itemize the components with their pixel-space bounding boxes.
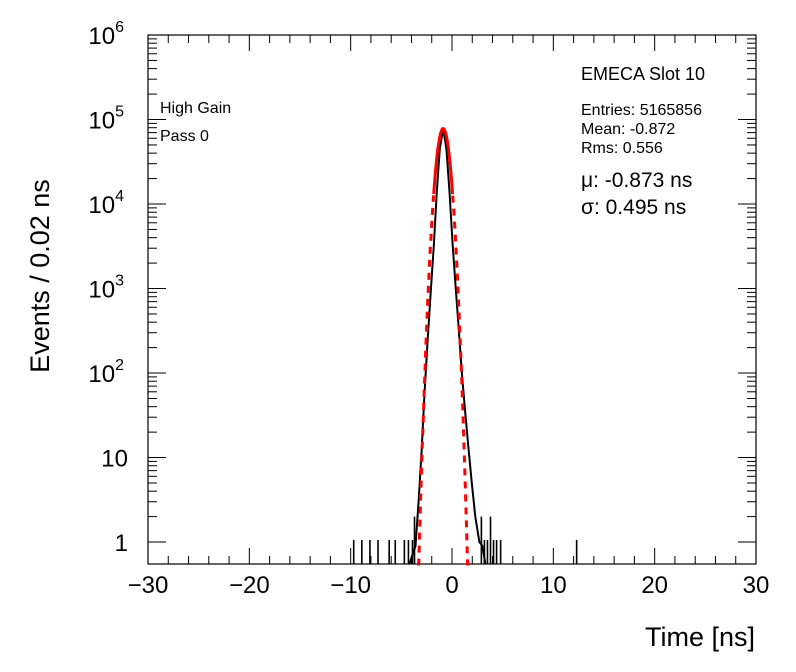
- y-tick-label: 1: [115, 530, 128, 557]
- annotation-pass: Pass 0: [160, 128, 209, 145]
- y-tick-exponent: 4: [115, 188, 124, 205]
- fit-mean: μ: -0.873 ns: [581, 169, 692, 192]
- x-axis-title: Time [ns]: [645, 622, 755, 652]
- y-tick-exponent: 2: [115, 357, 124, 374]
- stat-entries: Entries: 5165856: [581, 102, 702, 119]
- series-layer: [352, 127, 578, 566]
- x-axis-ticks: −30 −20 −10 0 10 20 30: [128, 35, 770, 599]
- y-tick-exponent: 3: [115, 273, 124, 290]
- x-tick-label: −10: [330, 572, 371, 599]
- y-tick-label: 10: [101, 446, 128, 473]
- y-tick-exponent: 5: [115, 104, 124, 121]
- x-tick-label: 30: [743, 572, 770, 599]
- x-tick-label: 10: [540, 572, 567, 599]
- y-axis-title: Events / 0.02 ns: [25, 179, 55, 373]
- x-tick-label: 0: [445, 572, 458, 599]
- y-tick-exponent: 6: [115, 19, 124, 36]
- y-tick-label: 102: [88, 357, 124, 388]
- y-tick-label: 106: [88, 19, 124, 50]
- fit-curve-core: [432, 127, 455, 195]
- x-tick-label: −30: [128, 572, 169, 599]
- fit-sigma: σ: 0.495 ns: [581, 196, 686, 219]
- histogram-core-line: [408, 128, 487, 565]
- stat-mean: Mean: -0.872: [581, 121, 675, 138]
- annotation-high-gain: High Gain: [160, 100, 231, 117]
- x-tick-label: 20: [641, 572, 668, 599]
- fit-curve-right-tail: [451, 195, 470, 566]
- x-tick-label: −20: [229, 572, 270, 599]
- y-tick-label: 105: [88, 104, 124, 135]
- chart-title: EMECA Slot 10: [581, 64, 705, 84]
- y-tick-label: 104: [88, 188, 124, 219]
- y-tick-label: 103: [88, 273, 124, 304]
- stat-rms: Rms: 0.556: [581, 140, 663, 157]
- fit-curve-left-tail: [417, 195, 436, 566]
